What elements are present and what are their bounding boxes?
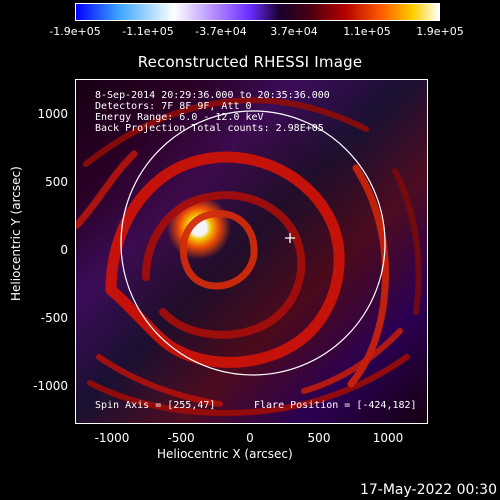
x-axis-label: Heliocentric X (arcsec)	[157, 447, 293, 461]
method-counts-text: Back Projection Total counts: 2.98E+05	[95, 123, 324, 134]
x-tick-label: -500	[167, 431, 195, 445]
energy-range-text: Energy Range: 6.0 - 12.0 keV	[95, 112, 264, 123]
emission-arc	[83, 97, 369, 167]
y-tick-label: 1000	[37, 107, 68, 121]
emission-arc	[301, 328, 403, 394]
image-title: Reconstructed RHESSI Image	[137, 53, 363, 71]
colorbar-tick-label: 3.7e+04	[270, 25, 318, 38]
y-tick-label: 500	[45, 175, 68, 189]
spin-axis-text: Spin Axis = [255,47]	[95, 400, 216, 411]
spin-axis-crosshair	[285, 233, 295, 243]
intensity-colorbar	[75, 3, 440, 21]
colorbar-tick-label: 1.9e+05	[416, 25, 464, 38]
colorbar-tick-label: -1.1e+05	[122, 25, 174, 38]
emission-ring	[105, 151, 345, 368]
colorbar-tick-label: 1.1e+05	[343, 25, 391, 38]
emission-arc	[392, 168, 422, 315]
colorbar-tick-label: -3.7e+04	[195, 25, 247, 38]
x-tick-label: -1000	[94, 431, 130, 445]
emission-ring	[142, 191, 306, 339]
emission-arc	[76, 150, 138, 229]
y-tick-label: -1000	[33, 379, 68, 393]
colorbar-tick-label: -1.9e+05	[49, 25, 101, 38]
y-tick-label: 0	[60, 243, 68, 257]
x-tick-label: 1000	[372, 431, 404, 445]
time-range-text: 8-Sep-2014 20:29:36.000 to 20:35:36.000	[95, 90, 330, 101]
y-axis-label: Heliocentric Y (arcsec)	[9, 166, 23, 301]
y-tick-label: -500	[40, 311, 68, 325]
reconstruction-overlay-svg	[76, 97, 422, 416]
emission-arc	[87, 354, 410, 416]
x-tick-label: 0	[246, 431, 254, 445]
reconstructed-image-plot: 8-Sep-2014 20:29:36.000 to 20:35:36.000 …	[75, 79, 428, 424]
detectors-text: Detectors: 7F 8F 9F, Att 0	[95, 101, 252, 112]
solar-limb-circle	[120, 110, 386, 376]
x-tick-label: 500	[307, 431, 331, 445]
footer-timestamp: 17-May-2022 00:30	[359, 482, 497, 498]
flare-position-text: Flare Position = [-424,182]	[254, 400, 417, 411]
emission-ring	[179, 210, 258, 290]
emission-arc	[96, 354, 223, 407]
